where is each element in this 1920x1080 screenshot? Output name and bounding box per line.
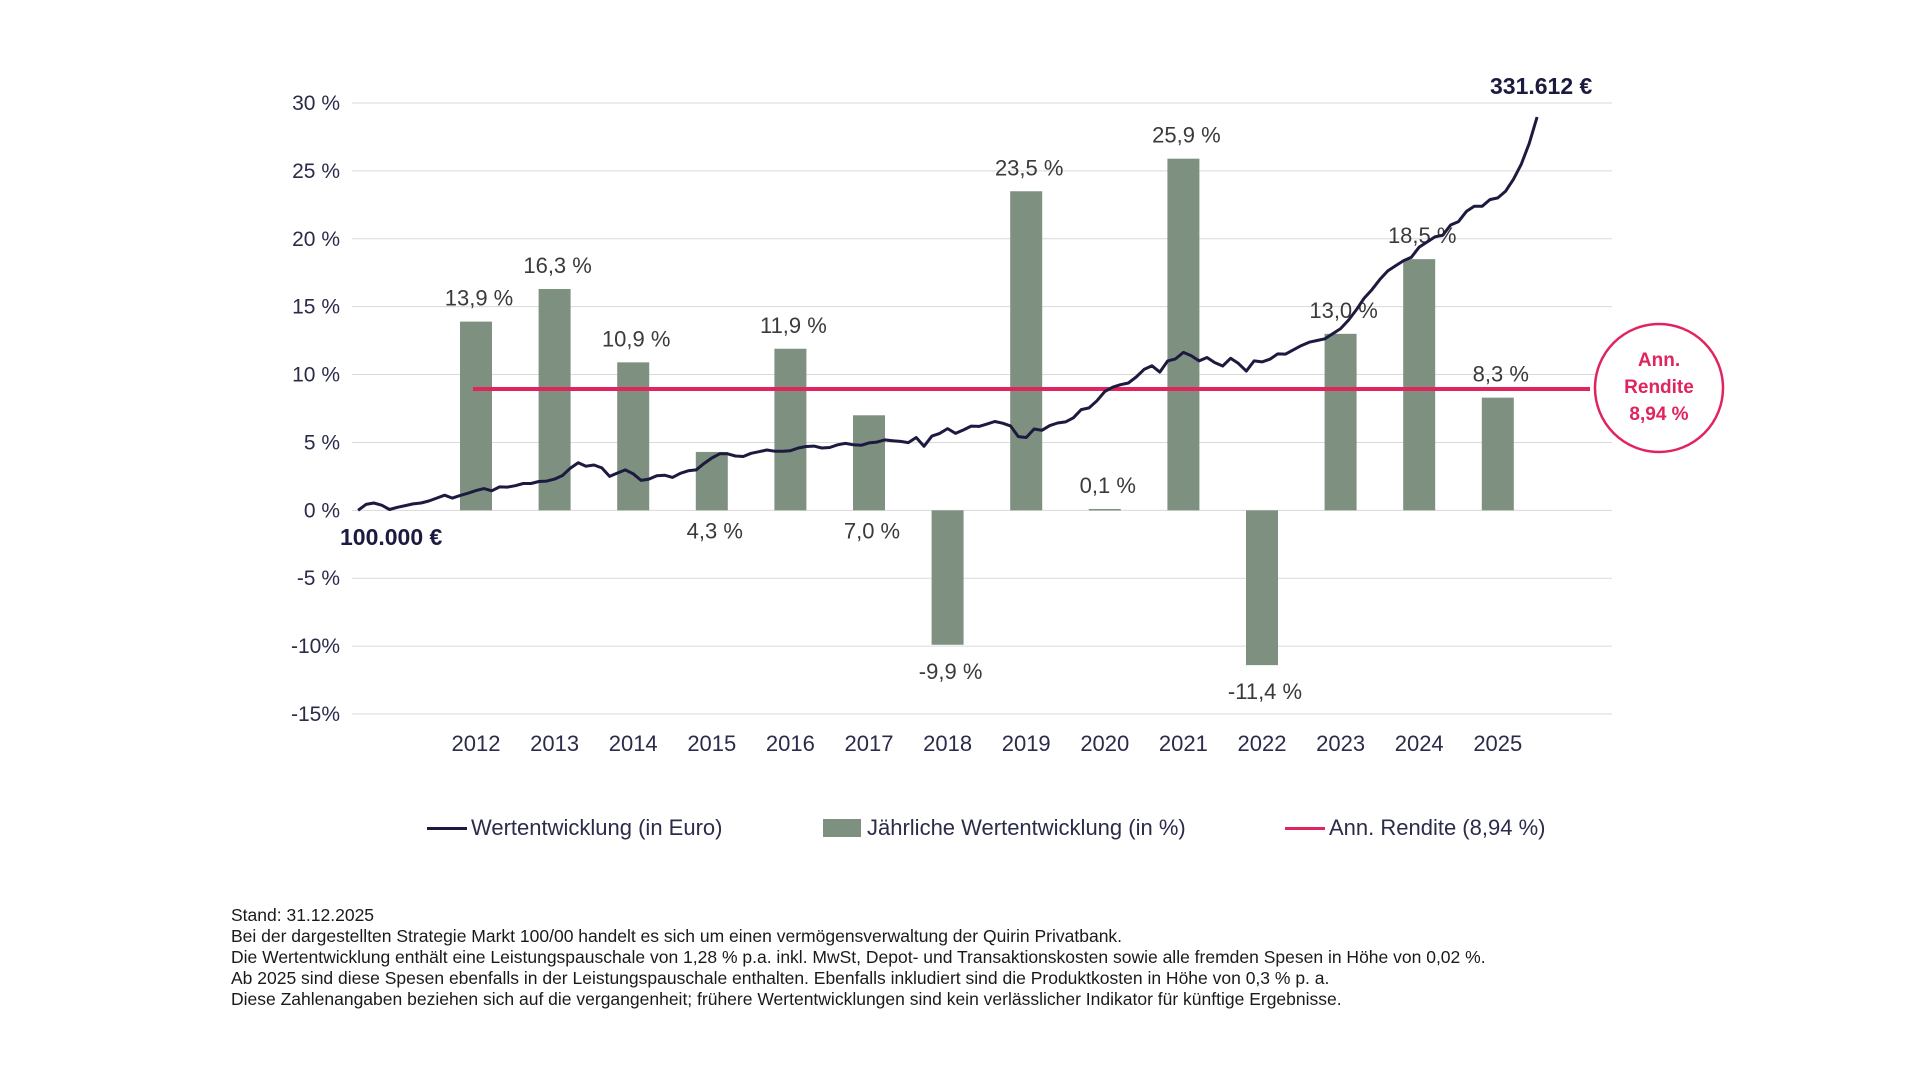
legend-item-line: Wertentwicklung (in Euro) (427, 815, 722, 841)
legend-line-swatch (427, 826, 467, 830)
y-tick-label: 20 % (292, 228, 340, 251)
bar-2012 (460, 321, 492, 511)
badge-line-1: Ann. (1638, 350, 1680, 371)
bar-2022 (1246, 510, 1278, 666)
y-tick-label: 0 % (304, 499, 340, 522)
bar-2018 (931, 510, 964, 645)
x-tick-label: 2024 (1395, 731, 1444, 756)
bar-data-labels: 13,9 % 16,3 % 10,9 % 4,3 % 11,9 % 7,0 % -9,9 %… (445, 123, 1529, 704)
bar-label-2019: 23,5 % (995, 155, 1064, 180)
x-tick-label: 2016 (766, 731, 815, 756)
x-tick-label: 2021 (1159, 731, 1208, 756)
x-tick-label: 2023 (1316, 731, 1365, 756)
footnote-line: Die Wertentwicklung enthält eine Leistun… (231, 947, 1486, 967)
bar-2023 (1324, 333, 1357, 511)
bar-2014 (617, 362, 650, 511)
bar-label-2021: 25,9 % (1152, 123, 1221, 148)
x-tick-label: 2018 (923, 731, 972, 756)
bar-label-2012: 13,9 % (445, 286, 514, 311)
value-development-line (357, 116, 1539, 512)
bar-label-2025: 8,3 % (1473, 362, 1529, 387)
bar-2013 (538, 289, 571, 511)
y-tick-label: 15 % (292, 296, 340, 319)
annualized-return-badge: Ann. Rendite 8,94 % (1593, 322, 1725, 454)
legend-bar-label: Jährliche Wertentwicklung (in %) (867, 815, 1186, 840)
legend-item-hline: Ann. Rendite (8,94 %) (1285, 815, 1545, 841)
x-tick-label: 2025 (1473, 731, 1522, 756)
bar-label-2014: 10,9 % (602, 326, 671, 351)
x-tick-label: 2012 (452, 731, 501, 756)
x-axis-ticks: 2012 2013 2014 2015 2016 2017 2018 2019 2020 2021… (452, 731, 1523, 756)
y-axis-ticks: 30 % 25 % 20 % 15 % 10 % 5 % 0 % -5 % -10% -15% (291, 92, 340, 726)
footnote-line: Ab 2025 sind diese Spesen ebenfalls in d… (231, 968, 1330, 988)
bar-label-2013: 16,3 % (523, 253, 592, 278)
y-tick-label: -15% (291, 703, 340, 726)
start-value-label: 100.000 € (340, 524, 443, 550)
bar-label-2015: 4,3 % (687, 518, 743, 543)
footnote-line: Diese Zahlenangaben beziehen sich auf di… (231, 989, 1342, 1009)
bar-label-2017: 7,0 % (844, 518, 900, 543)
y-tick-label: -5 % (297, 567, 340, 590)
bar-2017 (853, 415, 885, 511)
x-tick-label: 2022 (1238, 731, 1287, 756)
x-tick-label: 2019 (1002, 731, 1051, 756)
bar-2019 (1010, 191, 1043, 511)
x-tick-label: 2017 (845, 731, 894, 756)
bar-2021 (1167, 158, 1200, 511)
badge-circle (1593, 322, 1725, 454)
x-tick-label: 2014 (609, 731, 658, 756)
performance-chart: 30 % 25 % 20 % 15 % 10 % 5 % 0 % -5 % -10% -15% 1… (291, 73, 1725, 756)
y-tick-label: -10% (291, 635, 340, 658)
end-value-label: 331.612 € (1490, 73, 1593, 99)
bar-series (460, 158, 1514, 666)
bar-label-2016: 11,9 % (760, 313, 827, 338)
legend-item-bar: Jährliche Wertentwicklung (in %) (823, 815, 1186, 841)
bar-2015 (695, 451, 728, 511)
bar-label-2020: 0,1 % (1080, 473, 1136, 498)
y-tick-label: 5 % (304, 431, 340, 454)
bar-label-2022: -11,4 % (1228, 679, 1302, 704)
y-tick-label: 10 % (292, 364, 340, 387)
footnote-date: Stand: 31.12.2025 (231, 905, 375, 925)
bar-2020 (1088, 508, 1121, 511)
x-tick-label: 2015 (687, 731, 736, 756)
y-tick-label: 25 % (292, 160, 340, 183)
y-tick-label: 30 % (292, 92, 340, 115)
bar-2024 (1403, 259, 1436, 511)
x-tick-label: 2013 (530, 731, 579, 756)
legend-hline-label: Ann. Rendite (8,94 %) (1329, 815, 1546, 840)
bar-label-2018: -9,9 % (919, 659, 983, 684)
legend: Wertentwicklung (in Euro) Jährliche Wert… (0, 815, 1920, 855)
footnotes: Stand: 31.12.2025 Bei der dargestellten … (231, 905, 1731, 1010)
badge-line-3: 8,94 % (1629, 404, 1688, 425)
badge-line-2: Rendite (1624, 377, 1694, 398)
legend-bar-swatch (823, 819, 861, 837)
legend-line-label: Wertentwicklung (in Euro) (471, 815, 723, 840)
legend-hline-swatch (1285, 826, 1325, 830)
footnote-line: Bei der dargestellten Strategie Markt 10… (231, 926, 1123, 946)
bar-2025 (1481, 397, 1514, 511)
x-tick-label: 2020 (1080, 731, 1129, 756)
bar-2016 (774, 348, 807, 511)
bar-label-2023: 13,0 % (1309, 298, 1378, 323)
